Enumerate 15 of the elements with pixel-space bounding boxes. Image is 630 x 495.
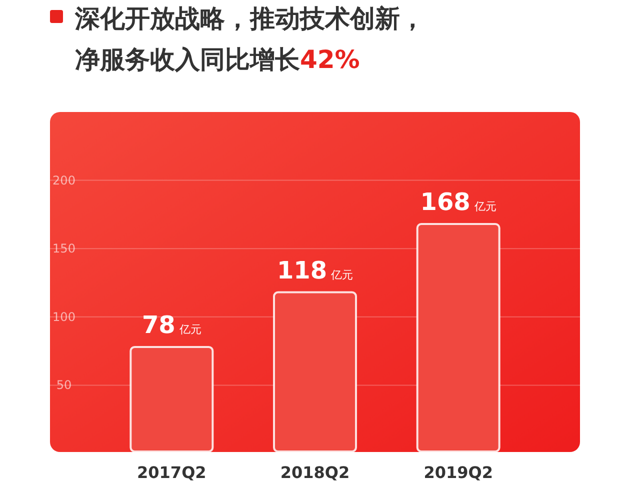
data-label: 78 亿元: [142, 310, 202, 339]
x-tick-label: 2018Q2: [280, 463, 350, 482]
x-tick-label: 2017Q2: [137, 463, 206, 482]
bar: [416, 223, 500, 452]
chart-subtitle: 净服务收入同比增长42%: [75, 45, 360, 74]
x-tick-label: 2019Q2: [424, 463, 493, 482]
y-tick-label: 50: [56, 378, 72, 392]
y-tick-label: 100: [52, 310, 76, 324]
bar: [130, 346, 214, 452]
data-label: 168 亿元: [420, 188, 496, 216]
chart-title: 深化开放战略，推动技术创新，: [74, 4, 425, 33]
bar: [273, 291, 357, 452]
y-tick-label: 150: [52, 242, 76, 256]
y-tick-label: 200: [52, 173, 76, 188]
data-label: 118 亿元: [276, 256, 354, 284]
